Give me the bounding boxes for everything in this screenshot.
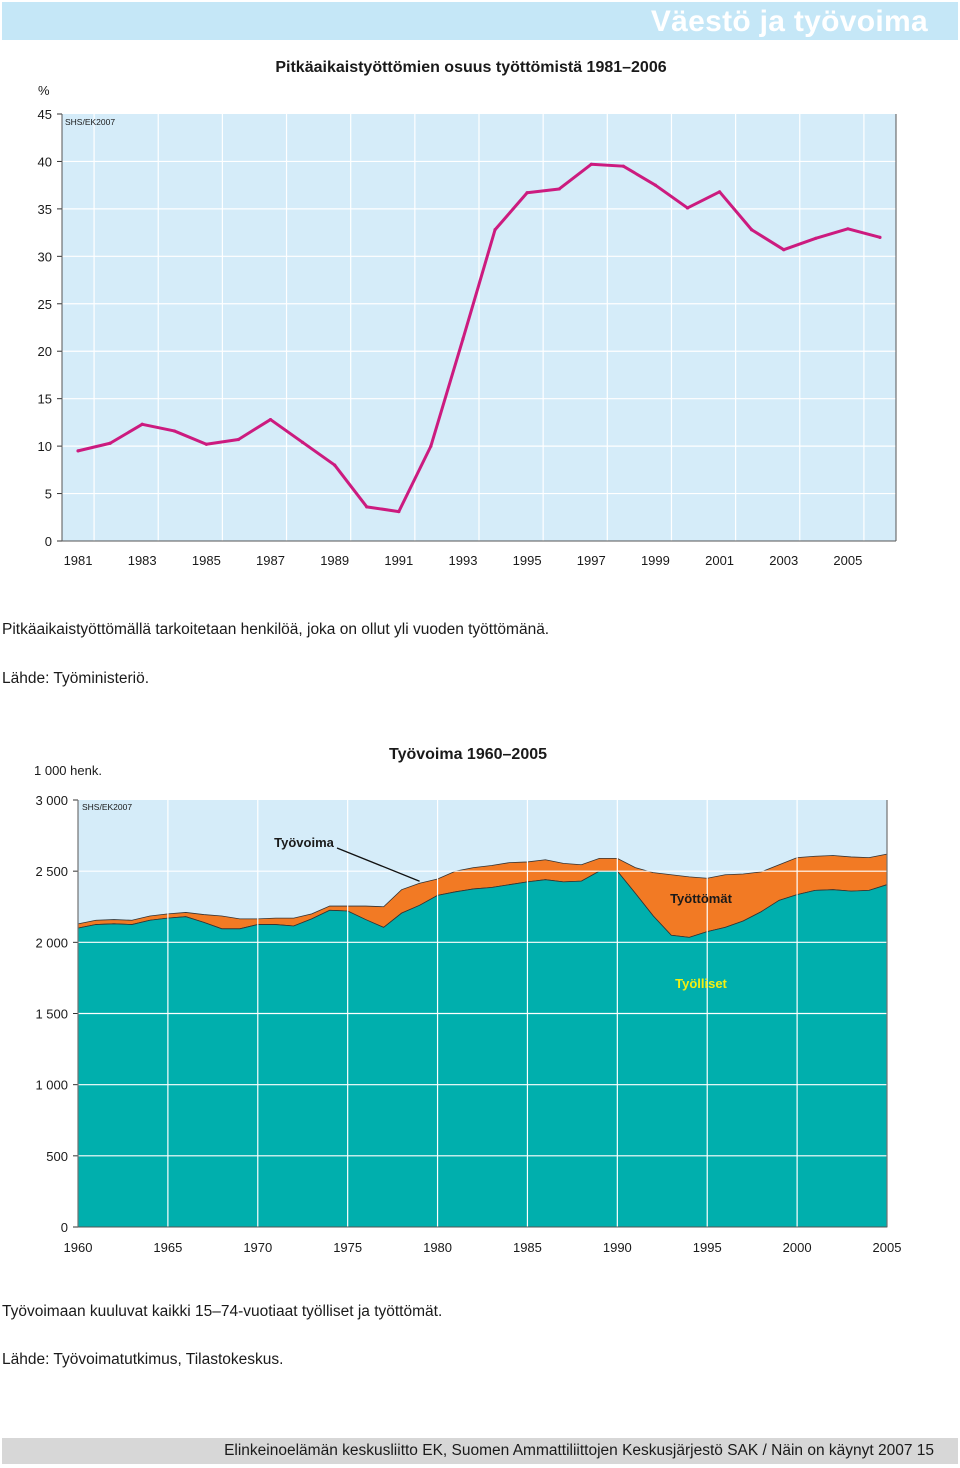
x-tick-label: 1987: [256, 553, 285, 568]
y-tick-label: 3 000: [35, 793, 68, 808]
data-point: [365, 505, 369, 509]
chart-title: Pitkäaikaistyöttömien osuus työttömistä …: [275, 59, 666, 76]
x-tick-label: 1970: [243, 1240, 272, 1255]
data-point: [814, 236, 818, 240]
x-tick-label: 1989: [320, 553, 349, 568]
annotation-label-tyottomat: Työttömät: [670, 891, 733, 906]
x-tick-label: 1985: [513, 1240, 542, 1255]
series-line: [77, 162, 881, 514]
data-point: [300, 440, 305, 444]
y-tick-label: 40: [38, 154, 52, 169]
x-tick-label: 1990: [603, 1240, 632, 1255]
x-tick-label: 1965: [153, 1240, 182, 1255]
data-point: [333, 463, 337, 467]
data-point: [557, 187, 561, 191]
x-tick-label: 1997: [577, 553, 606, 568]
annotation-label-tyovoima: Työvoima: [274, 835, 334, 850]
area-employed: [77, 870, 888, 1228]
y-tick-label: 30: [38, 249, 52, 264]
y-tick-label: 10: [38, 439, 52, 454]
data-point: [589, 162, 593, 166]
data-point: [172, 429, 176, 433]
x-tick-label: 1985: [192, 553, 221, 568]
x-tick-label: 1995: [513, 553, 542, 568]
data-point: [108, 441, 112, 445]
chart-labour-force: 0 500 1 000 1 500 2 000 2 500 3 000 1960 1965 197…: [34, 746, 902, 1255]
data-point: [204, 442, 208, 446]
source-label: SHS/EK2007: [82, 802, 132, 812]
y-axis-unit-label: %: [38, 83, 50, 98]
chart-title: Työvoima 1960–2005: [389, 746, 547, 763]
data-point: [461, 337, 465, 341]
y-tick-label: 20: [38, 344, 52, 359]
source-label: SHS/EK2007: [65, 117, 115, 127]
y-tick-label: 2 000: [35, 935, 68, 950]
annotation-leader-line: [336, 847, 420, 882]
y-tick-label: 25: [38, 297, 52, 312]
y-tick-label: 500: [46, 1149, 68, 1164]
y-tick-label: 5: [45, 487, 52, 502]
data-point: [685, 206, 690, 210]
data-point: [846, 227, 850, 231]
data-point: [621, 164, 625, 168]
x-tick-label: 1975: [333, 1240, 362, 1255]
x-tick-label: 1993: [449, 553, 478, 568]
x-tick-label: 1999: [641, 553, 670, 568]
data-point: [268, 417, 273, 422]
data-point: [750, 228, 754, 232]
y-tick-label: 35: [38, 202, 52, 217]
chart2-source-note: Lähde: Työvoimatutkimus, Tilastokeskus.: [2, 1351, 284, 1368]
data-point: [525, 191, 529, 195]
annotation-label-tyolliset: Työlliset: [675, 976, 727, 991]
y-tick-label: 0: [61, 1220, 68, 1235]
x-tick-label: 1995: [693, 1240, 722, 1255]
x-tick-label: 2000: [783, 1240, 812, 1255]
data-point: [717, 190, 722, 194]
data-point: [782, 248, 786, 252]
data-point: [429, 444, 433, 448]
data-point: [878, 235, 882, 239]
footer-band: Elinkeinoelämän keskusliitto EK, Suomen …: [2, 1438, 958, 1464]
data-point: [76, 449, 80, 453]
y-tick-label: 1 500: [35, 1007, 68, 1022]
y-tick-label: 1 000: [35, 1078, 68, 1093]
data-point: [236, 437, 241, 442]
data-point: [397, 509, 401, 514]
chart-long-term-unemployment: 0 5 10 15 20 25 30 35 40 45 1981 1983 1985 1987 1989 19…: [38, 59, 897, 568]
x-tick-label: 2001: [705, 553, 734, 568]
x-tick-label: 2005: [833, 553, 862, 568]
chart1-definition-note: Pitkäaikaistyöttömällä tarkoitetaan henk…: [2, 621, 550, 638]
data-point: [140, 422, 144, 426]
footer-text: Elinkeinoelämän keskusliitto EK, Suomen …: [224, 1442, 934, 1459]
data-point: [493, 228, 497, 232]
x-tick-label: 2003: [769, 553, 798, 568]
chart2-definition-note: Työvoimaan kuuluvat kaikki 15–74-vuotiaa…: [2, 1303, 443, 1320]
y-tick-label: 2 500: [35, 864, 68, 879]
x-tick-label: 2005: [873, 1240, 902, 1255]
x-tick-label: 1983: [128, 553, 157, 568]
y-tick-label: 0: [45, 534, 52, 549]
chart1-source-note: Lähde: Työministeriö.: [2, 670, 150, 687]
x-tick-label: 1991: [384, 553, 413, 568]
x-tick-label: 1981: [64, 553, 93, 568]
data-point: [653, 183, 658, 187]
header-band: Väestö ja työvoima: [2, 2, 958, 40]
page-section-title: Väestö ja työvoima: [650, 5, 928, 38]
y-axis-unit-label: 1 000 henk.: [34, 763, 102, 778]
y-tick-label: 45: [38, 107, 52, 122]
y-tick-label: 15: [38, 392, 52, 407]
x-tick-label: 1960: [64, 1240, 93, 1255]
x-tick-label: 1980: [423, 1240, 452, 1255]
